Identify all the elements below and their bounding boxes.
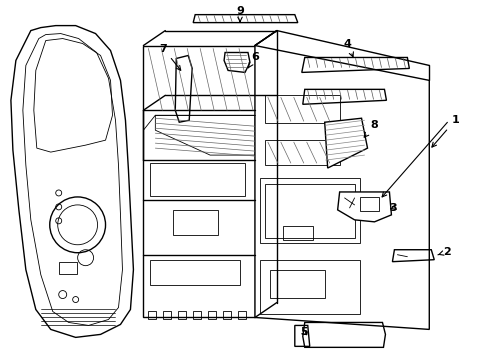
- Bar: [269, 270, 324, 298]
- Bar: [150, 163, 244, 196]
- Text: 6: 6: [248, 53, 258, 68]
- Text: 8: 8: [364, 120, 378, 137]
- Bar: [260, 178, 359, 243]
- Bar: [193, 311, 201, 319]
- Bar: [148, 311, 156, 319]
- Bar: [163, 311, 171, 319]
- Text: 9: 9: [236, 6, 244, 22]
- Polygon shape: [143, 45, 254, 318]
- Polygon shape: [155, 115, 254, 155]
- Bar: [264, 140, 339, 165]
- Text: 7: 7: [159, 44, 181, 70]
- Text: 1: 1: [431, 115, 458, 147]
- Bar: [264, 95, 339, 123]
- Bar: [238, 311, 245, 319]
- Bar: [208, 311, 216, 319]
- Text: 5: 5: [299, 327, 307, 337]
- Polygon shape: [254, 45, 428, 329]
- Polygon shape: [324, 118, 367, 168]
- Text: 4: 4: [343, 39, 353, 57]
- Text: 3: 3: [389, 203, 396, 213]
- Bar: [150, 260, 240, 285]
- Bar: [59, 262, 77, 274]
- Bar: [173, 210, 218, 235]
- Bar: [282, 226, 312, 240]
- Bar: [359, 197, 379, 211]
- Text: 2: 2: [437, 247, 450, 257]
- Bar: [223, 311, 230, 319]
- Bar: [264, 184, 354, 238]
- Polygon shape: [337, 192, 390, 222]
- Bar: [260, 260, 359, 315]
- Bar: [178, 311, 186, 319]
